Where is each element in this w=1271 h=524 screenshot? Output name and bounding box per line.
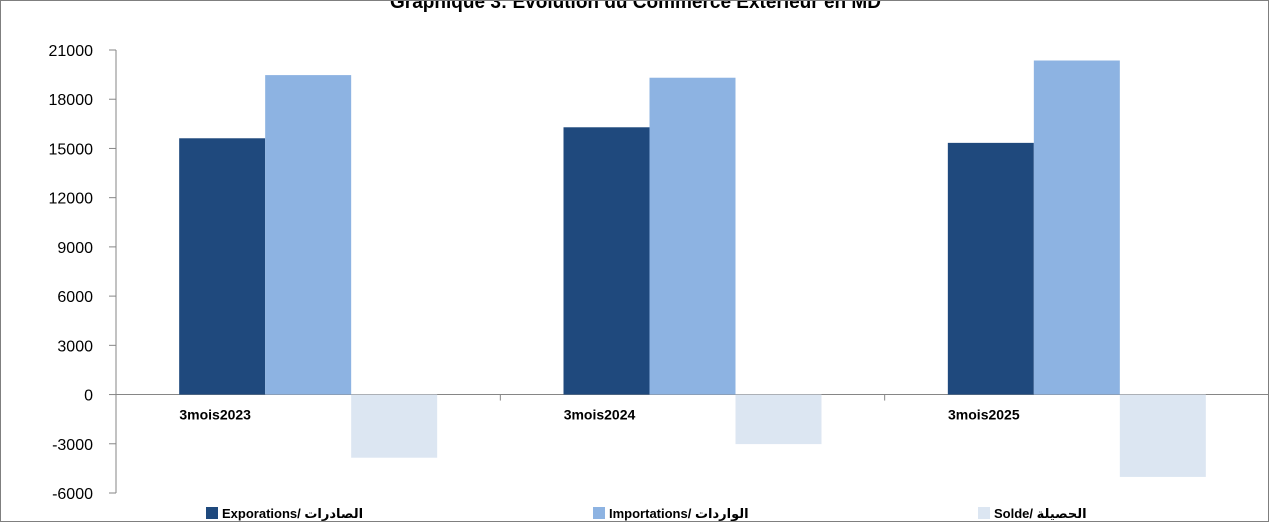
y-tick-label: -6000 bbox=[52, 486, 93, 503]
bar-3mois2024-series-0 bbox=[563, 127, 650, 395]
y-tick-label: 15000 bbox=[49, 141, 94, 158]
y-tick-label: 6000 bbox=[57, 289, 93, 306]
chart-title: Graphique 3: Evolution du Commerce Extér… bbox=[390, 0, 881, 13]
bar-3mois2025-series-2 bbox=[1119, 394, 1206, 477]
y-tick-label: 3000 bbox=[57, 338, 93, 355]
bar-3mois2024-series-2 bbox=[735, 394, 822, 445]
bar-3mois2023-series-1 bbox=[265, 75, 352, 395]
y-tick-label: 9000 bbox=[57, 240, 93, 257]
legend-swatch bbox=[206, 507, 218, 519]
x-tick-label: 3mois2023 bbox=[179, 407, 251, 423]
y-tick-label: 21000 bbox=[49, 43, 94, 60]
bar-3mois2025-series-1 bbox=[1033, 60, 1120, 395]
bar-3mois2025-series-0 bbox=[947, 142, 1034, 395]
legend-swatch bbox=[593, 507, 605, 519]
y-tick-label: -3000 bbox=[52, 437, 93, 454]
y-tick-label: 18000 bbox=[49, 92, 94, 109]
legend-label: Solde/ الحصيلة bbox=[994, 506, 1087, 521]
x-tick-label: 3mois2024 bbox=[564, 407, 636, 423]
bar-3mois2023-series-0 bbox=[179, 138, 266, 395]
legend-swatch bbox=[978, 507, 990, 519]
bar-3mois2024-series-1 bbox=[649, 77, 736, 395]
bars bbox=[179, 60, 1206, 477]
legend: Exporations/ الصادرات Importations/ الوار… bbox=[206, 506, 1087, 521]
y-tick-label: 12000 bbox=[49, 191, 94, 208]
legend-label: Importations/ الواردات bbox=[609, 506, 749, 521]
bar-3mois2023-series-2 bbox=[351, 394, 438, 458]
x-tick-label: 3mois2025 bbox=[948, 407, 1020, 423]
legend-label: Exporations/ الصادرات bbox=[222, 506, 363, 521]
y-tick-label: 0 bbox=[84, 388, 93, 405]
labels: -6000 -3000 0 3000 6000 9000 12000 15000 18000 21… bbox=[49, 43, 1020, 503]
